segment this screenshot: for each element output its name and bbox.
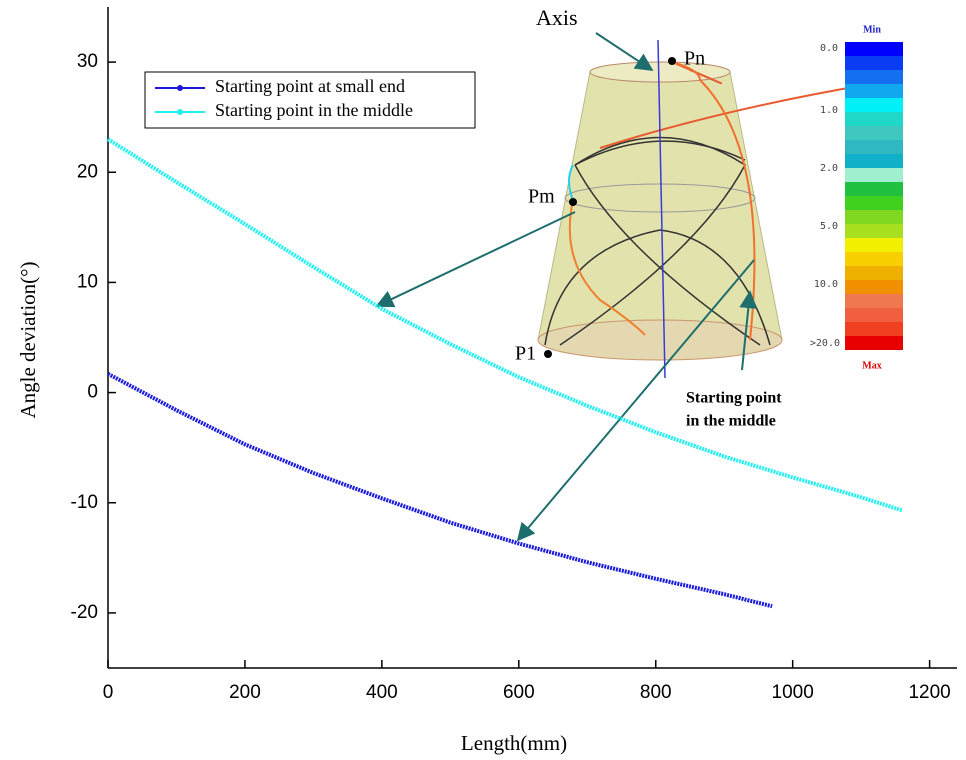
colorbar-swatch — [845, 336, 903, 350]
x-tick-label: 200 — [229, 682, 261, 703]
legend-label: Starting point in the middle — [215, 100, 413, 120]
x-tick-label: 800 — [640, 682, 672, 703]
colorbar-label: 5.0 — [820, 221, 838, 232]
colorbar-swatch — [845, 224, 903, 238]
y-tick-label: 30 — [77, 51, 98, 72]
annotation: Axis — [536, 5, 578, 30]
legend-box — [144, 71, 476, 129]
colorbar-swatch — [845, 126, 903, 140]
colorbar-swatch — [845, 280, 903, 294]
annotation: in the middle — [686, 413, 776, 430]
annotation: Starting point — [686, 390, 782, 407]
x-tick-label: 1200 — [908, 682, 950, 703]
y-tick-label: 20 — [77, 161, 98, 182]
colorbar-swatch — [845, 98, 903, 112]
colorbar-swatch — [845, 84, 903, 98]
colorbar-label: >20.0 — [810, 338, 840, 349]
colorbar-label: 10.0 — [814, 279, 838, 290]
colorbar-swatch — [845, 196, 903, 210]
y-tick-label: 0 — [87, 382, 98, 403]
colorbar-swatch — [845, 308, 903, 322]
colorbar-swatch — [845, 56, 903, 70]
colorbar-label: 0.0 — [820, 43, 838, 54]
colorbar-swatch — [845, 42, 903, 56]
x-tick-label: 400 — [366, 682, 398, 703]
colorbar-swatch — [845, 252, 903, 266]
colorbar-min: Min — [863, 24, 881, 35]
x-tick-label: 0 — [103, 682, 114, 703]
colorbar-swatch — [845, 182, 903, 196]
colorbar-swatch — [845, 294, 903, 308]
colorbar-swatch — [845, 210, 903, 224]
colorbar-swatch — [845, 70, 903, 84]
y-axis-label: Angle deviation(°) — [16, 261, 40, 418]
colorbar-swatch — [845, 112, 903, 126]
colorbar-swatch — [845, 168, 903, 182]
annotation: Pn — [684, 48, 705, 70]
annotation: P1 — [515, 343, 536, 365]
colorbar-swatch — [845, 140, 903, 154]
colorbar-label: 2.0 — [820, 163, 838, 174]
legend-marker — [177, 109, 183, 115]
colorbar-max: Max — [862, 360, 881, 371]
colorbar-swatch — [845, 154, 903, 168]
y-tick-label: 10 — [77, 271, 98, 292]
inset-cone — [537, 39, 866, 379]
y-tick-label: -10 — [71, 492, 98, 513]
arrows — [375, 32, 758, 542]
colorbar-swatch — [845, 238, 903, 252]
series-line — [106, 137, 903, 513]
colorbar-label: 1.0 — [820, 105, 838, 116]
colorbar-swatch — [845, 322, 903, 336]
x-axis-label: Length(mm) — [461, 731, 567, 755]
colorbar — [845, 42, 903, 350]
x-tick-label: 600 — [503, 682, 535, 703]
legend-label: Starting point at small end — [215, 76, 405, 96]
annotation: Pm — [528, 186, 555, 208]
series-line — [107, 372, 773, 609]
legend-marker — [177, 85, 183, 91]
y-tick-label: -20 — [71, 602, 98, 623]
colorbar-swatch — [845, 266, 903, 280]
x-tick-label: 1000 — [772, 682, 814, 703]
